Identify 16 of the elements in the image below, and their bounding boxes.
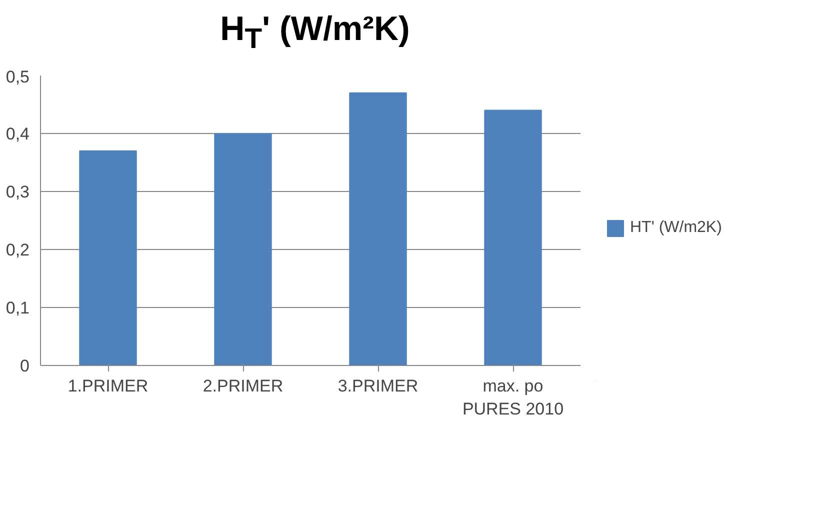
- y-tick-label: 0,2: [6, 240, 30, 260]
- x-tick-label: 1.PRIMER: [68, 376, 148, 396]
- y-tick-label: 0,3: [6, 182, 30, 202]
- y-tick-label: 0,4: [6, 124, 30, 144]
- x-tick-label: 3.PRIMER: [338, 376, 418, 396]
- bar: [484, 110, 542, 366]
- bar: [214, 133, 272, 366]
- chart-title: H$_{T}$' (W/m²K): [219, 9, 411, 57]
- y-tick-label: 0,1: [6, 298, 30, 318]
- x-tick-label: 2.PRIMER: [202, 376, 284, 396]
- y-tick-label: 0: [20, 356, 30, 376]
- bar: [349, 92, 407, 366]
- x-tick-label: max. po PURES 2010: [462, 376, 564, 418]
- bar: [79, 150, 137, 366]
- legend-label: HT' (W/m2K): [630, 218, 722, 236]
- y-tick-label: 0,5: [6, 68, 30, 86]
